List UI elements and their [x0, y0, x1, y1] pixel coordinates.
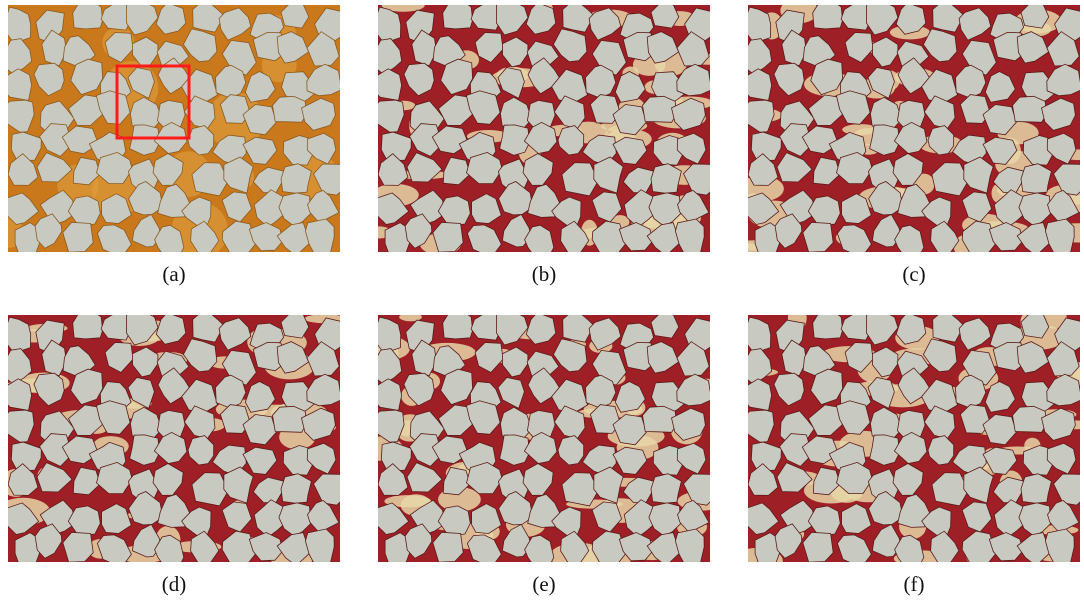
panel-caption: (f): [744, 572, 1084, 597]
figure: (a) (b) (c) (d) (e) (f): [0, 0, 1084, 601]
micromodel-image: [378, 315, 710, 562]
panel-caption: (a): [4, 262, 344, 287]
micromodel-image: [8, 5, 340, 252]
panel-caption: (c): [744, 262, 1084, 287]
panel-caption: (d): [4, 572, 344, 597]
panel-caption: (b): [374, 262, 714, 287]
micromodel-image: [8, 315, 340, 562]
micromodel-image: [378, 5, 710, 252]
micromodel-image: [748, 5, 1080, 252]
micromodel-image: [748, 315, 1080, 562]
panel-caption: (e): [374, 572, 714, 597]
